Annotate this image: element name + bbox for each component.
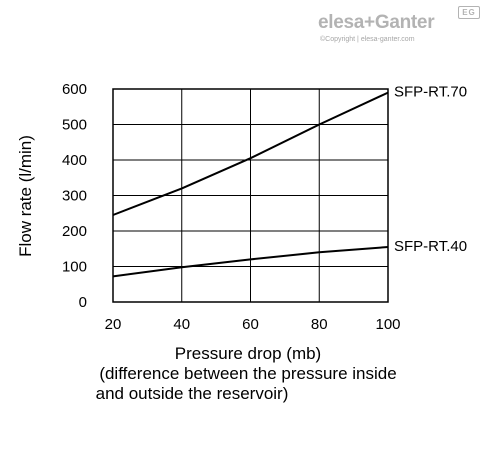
y-tick-label: 300 bbox=[62, 188, 87, 205]
series-label-1: SFP-RT.40 bbox=[394, 238, 467, 255]
plot-frame bbox=[112, 88, 389, 303]
brand-badge: EG bbox=[458, 6, 480, 19]
x-axis-note-line-1: (difference between the pressure inside bbox=[99, 364, 396, 383]
series-labels: SFP-RT.70 SFP-RT.40 bbox=[394, 84, 467, 255]
series-line-0 bbox=[112, 91, 389, 216]
x-tick-label: 100 bbox=[375, 316, 400, 333]
tick-labels: 0 100 200 300 400 500 600 20 40 60 80 100 bbox=[62, 81, 401, 333]
y-tick-label: 500 bbox=[62, 117, 87, 134]
brand-copyright: ©Copyright | elesa-ganter.com bbox=[320, 36, 415, 43]
series-lines bbox=[112, 91, 389, 278]
brand-logo: elesa+Ganter ©Copyright | elesa-ganter.c… bbox=[318, 6, 480, 48]
brand-name: elesa+Ganter bbox=[318, 12, 435, 33]
x-tick-label: 80 bbox=[311, 316, 328, 333]
y-tick-label: 400 bbox=[62, 152, 87, 169]
y-tick-label: 600 bbox=[62, 81, 87, 98]
series-label-0: SFP-RT.70 bbox=[394, 84, 467, 101]
y-tick-label: 200 bbox=[62, 223, 87, 240]
x-tick-label: 20 bbox=[105, 316, 122, 333]
x-axis-note-line-2: and outside the reservoir) bbox=[96, 384, 289, 403]
y-axis-title: Flow rate (l/min) bbox=[16, 135, 35, 257]
series-line-1 bbox=[112, 246, 389, 278]
x-tick-label: 40 bbox=[173, 316, 190, 333]
y-tick-label: 100 bbox=[62, 259, 87, 276]
x-tick-label: 60 bbox=[242, 316, 259, 333]
x-axis-title: Pressure drop (mb) bbox=[175, 344, 321, 363]
y-tick-label: 0 bbox=[79, 294, 87, 311]
